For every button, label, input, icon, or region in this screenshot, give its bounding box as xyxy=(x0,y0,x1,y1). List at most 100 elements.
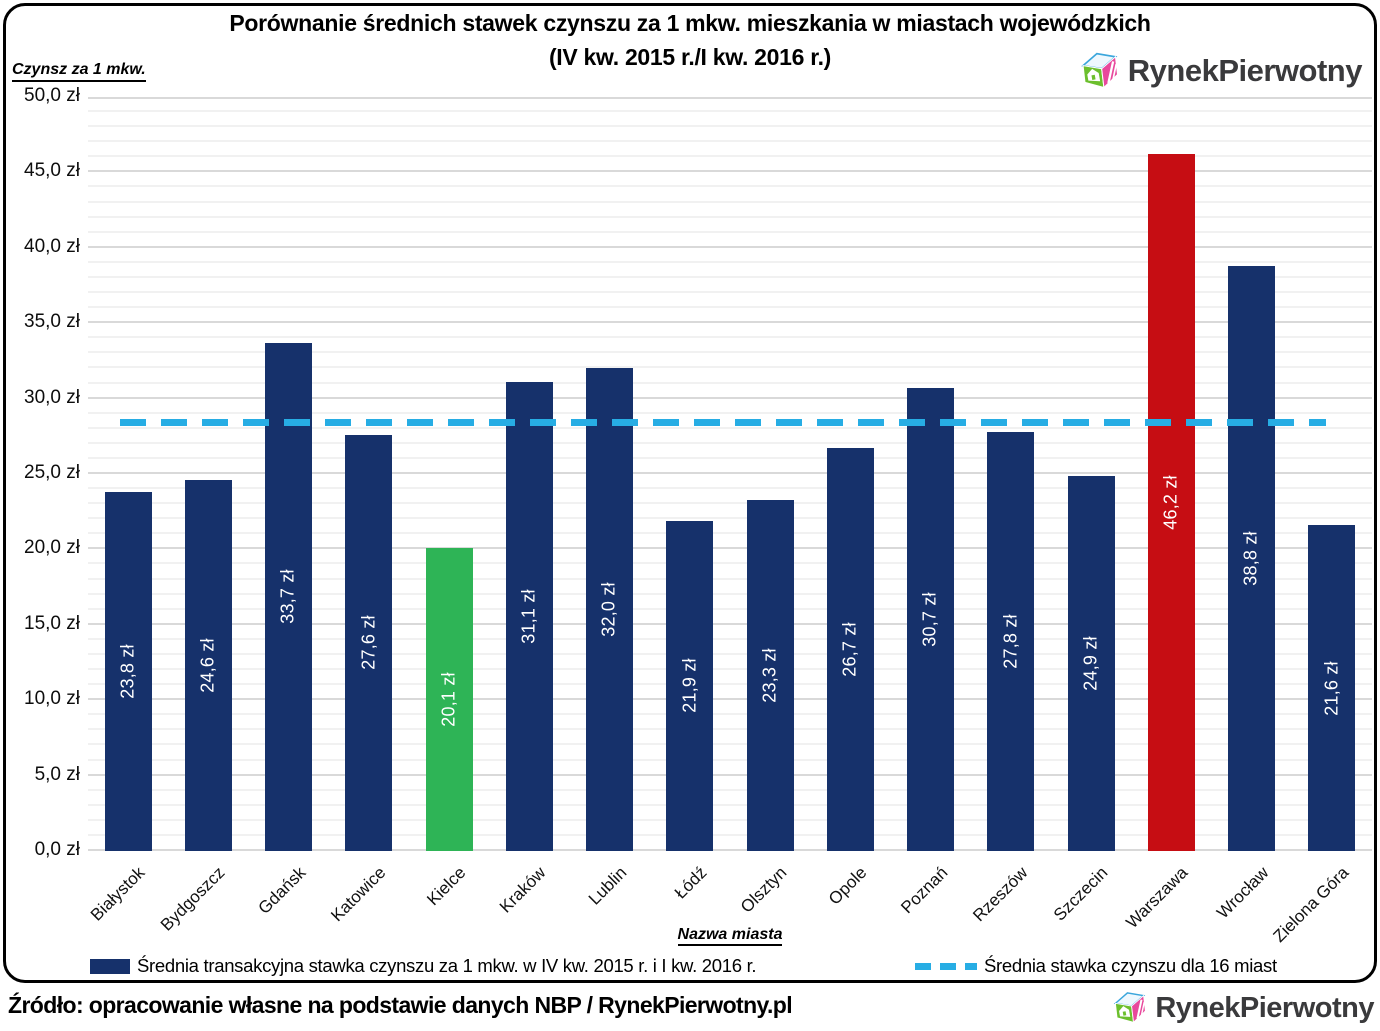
bar-Zielona Góra: 21,6 zł xyxy=(1308,525,1356,851)
y-tick-label: 0,0 zł xyxy=(34,839,80,860)
y-tick-label: 35,0 zł xyxy=(24,311,80,333)
gridline xyxy=(88,577,1372,580)
x-tick-label: Łódź xyxy=(670,863,711,903)
legend: Średnia transakcyjna stawka czynszu za 1… xyxy=(88,951,1372,981)
gridline xyxy=(88,728,1372,731)
bar-value-label: 30,7 zł xyxy=(920,592,941,647)
gridline xyxy=(88,517,1372,520)
bar-value-label: 32,0 zł xyxy=(599,582,620,637)
y-tick-label: 25,0 zł xyxy=(24,462,80,483)
gridline xyxy=(88,396,1372,399)
gridline xyxy=(88,321,1372,324)
gridline xyxy=(88,849,1372,851)
gridline xyxy=(88,230,1372,233)
y-tick-label: 45,0 zł xyxy=(24,160,80,182)
gridline xyxy=(88,683,1372,686)
gridline xyxy=(88,441,1372,444)
rynekpierwotny-cube-icon xyxy=(1111,988,1151,1028)
bar-value-label: 24,9 zł xyxy=(1080,636,1101,691)
bar-value-label: 31,1 zł xyxy=(518,589,539,644)
gridline xyxy=(88,698,1372,701)
gridline xyxy=(88,366,1372,369)
gridline xyxy=(88,351,1372,354)
bar-value-label: 27,8 zł xyxy=(1000,614,1021,669)
bar-value-label: 23,8 zł xyxy=(117,644,138,699)
legend-bar-label: Średnia transakcyjna stawka czynszu za 1… xyxy=(137,955,757,976)
gridline xyxy=(88,260,1372,263)
gridline xyxy=(88,818,1372,821)
y-tick-label: 50,0 zł xyxy=(24,85,80,106)
gridline xyxy=(88,215,1372,218)
x-tick-label: Wrocław xyxy=(1212,863,1273,923)
bar-value-label: 23,3 zł xyxy=(759,648,780,703)
gridline xyxy=(88,622,1372,625)
y-axis-ticks: 0,0 zł 5,0 zł 10,0 zł 15,0 zł 20,0 zł 25,0 zł… xyxy=(0,85,80,860)
gridline xyxy=(88,336,1372,339)
legend-bar-swatch xyxy=(90,958,130,974)
y-tick-label: 30,0 zł xyxy=(24,386,80,408)
y-axis-title: Czynsz za 1 mkw. xyxy=(12,61,146,82)
y-tick-label: 15,0 zł xyxy=(24,612,80,634)
gridline xyxy=(88,110,1372,113)
gridline xyxy=(88,502,1372,505)
source-text: Źródło: opracowanie własne na podstawie … xyxy=(8,992,793,1018)
gridline xyxy=(88,773,1372,776)
bar-Łódź: 21,9 zł xyxy=(666,520,714,851)
gridline xyxy=(88,652,1372,655)
gridline xyxy=(88,472,1372,474)
bar-value-label: 21,9 zł xyxy=(679,658,700,714)
gridline xyxy=(88,291,1372,294)
bar-value-label: 21,6 zł xyxy=(1321,660,1342,716)
rynekpierwotny-cube-icon xyxy=(1078,48,1124,94)
y-tick-label: 40,0 zł xyxy=(24,235,80,257)
gridline xyxy=(88,547,1372,550)
gridline xyxy=(88,788,1372,791)
bar-value-label: 24,6 zł xyxy=(197,638,218,693)
bar-value-label: 38,8 zł xyxy=(1241,531,1262,586)
x-axis-title: Nazwa miasta xyxy=(677,926,783,946)
bar-Gdańsk: 33,7 zł xyxy=(265,342,313,851)
gridline xyxy=(88,637,1372,640)
gridline xyxy=(88,155,1372,158)
x-tick-label: Lublin xyxy=(584,863,631,909)
gridline xyxy=(88,607,1372,610)
gridline xyxy=(88,306,1372,309)
x-tick-label: Bydgoszcz xyxy=(157,863,229,935)
gridline xyxy=(88,426,1372,429)
gridline xyxy=(88,200,1372,203)
gridline xyxy=(88,275,1372,278)
gridline xyxy=(88,532,1372,535)
legend-item-line: Średnia stawka czynszu dla 16 miast xyxy=(915,951,1277,981)
gridline xyxy=(88,713,1372,716)
bar-Kraków: 31,1 zł xyxy=(505,382,553,851)
average-reference-line xyxy=(120,419,1326,427)
bar-value-label: 27,6 zł xyxy=(358,615,379,671)
rynekpierwotny-logo-bottom: RynekPierwotny xyxy=(1111,988,1374,1028)
x-tick-label: Kraków xyxy=(496,863,550,917)
x-tick-label: Gdańsk xyxy=(254,863,310,918)
y-tick-label: 5,0 zł xyxy=(34,763,80,785)
chart-title-block: Porównanie średnich stawek czynszu za 1 … xyxy=(0,10,1380,71)
y-tick-label: 20,0 zł xyxy=(24,537,80,559)
bar-Olsztyn: 23,3 zł xyxy=(746,499,794,851)
bar-Rzeszów: 27,8 zł xyxy=(987,431,1035,851)
bar-value-label: 46,2 zł xyxy=(1160,475,1181,530)
bar-value-label: 26,7 zł xyxy=(839,622,860,677)
x-tick-label: Katowice xyxy=(327,863,390,926)
bar-Poznań: 30,7 zł xyxy=(907,388,955,851)
rynekpierwotny-logo-top: RynekPierwotny xyxy=(1078,48,1363,94)
chart-title: Porównanie średnich stawek czynszu za 1 … xyxy=(229,10,1151,36)
gridline xyxy=(88,170,1372,173)
gridline xyxy=(88,743,1372,746)
gridline xyxy=(88,803,1372,806)
gridline xyxy=(88,758,1372,761)
x-axis-title-wrap: Nazwa miasta xyxy=(88,926,1372,946)
bar-Wrocław: 38,8 zł xyxy=(1228,265,1276,851)
y-tick-label: 10,0 zł xyxy=(24,688,80,710)
x-tick-label: Olsztyn xyxy=(737,863,791,917)
bar-Białystok: 23,8 zł xyxy=(104,492,152,851)
x-tick-label: Rzeszów xyxy=(969,863,1032,926)
bar-value-label: 33,7 zł xyxy=(278,569,299,625)
gridline xyxy=(88,562,1372,565)
